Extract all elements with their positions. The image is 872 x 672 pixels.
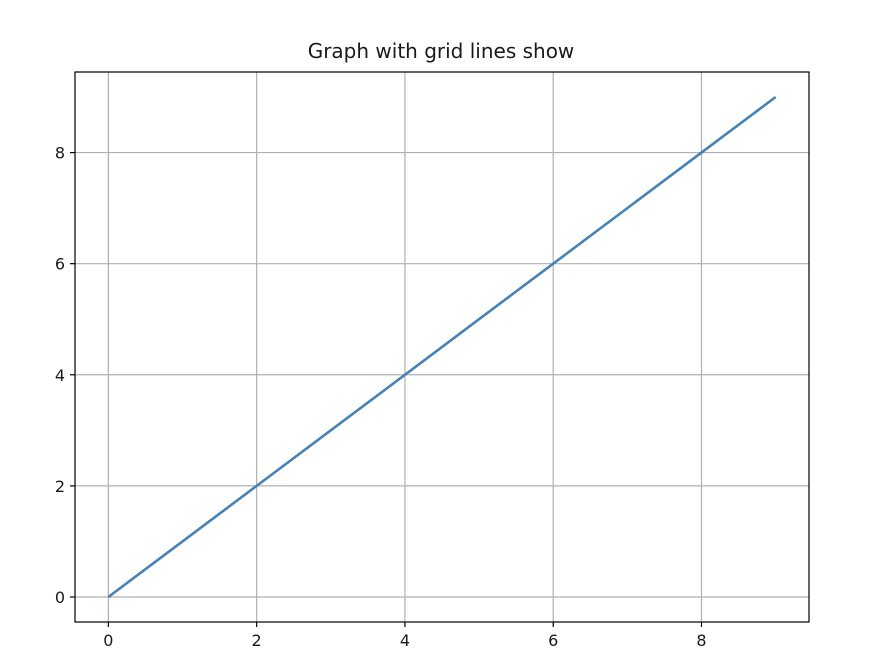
x-tick-label: 2 — [252, 631, 262, 650]
series-lines — [107, 95, 777, 599]
x-tick-label: 6 — [548, 631, 558, 650]
y-tick-label: 4 — [55, 366, 65, 385]
x-tick-label: 0 — [103, 631, 113, 650]
y-tick-label: 2 — [55, 477, 65, 496]
x-tick-label: 8 — [696, 631, 706, 650]
chart-title: Graph with grid lines show — [308, 39, 575, 63]
x-tick-label: 4 — [400, 631, 410, 650]
y-tick-label: 8 — [55, 144, 65, 163]
series-line — [107, 95, 777, 599]
plot-frame — [74, 71, 810, 623]
y-tick-label: 0 — [55, 588, 65, 607]
y-tick-label: 6 — [55, 255, 65, 274]
axis-ticks: 0 2 4 6 8 0 2 4 6 8 — [55, 144, 707, 650]
grid-lines — [75, 72, 809, 622]
